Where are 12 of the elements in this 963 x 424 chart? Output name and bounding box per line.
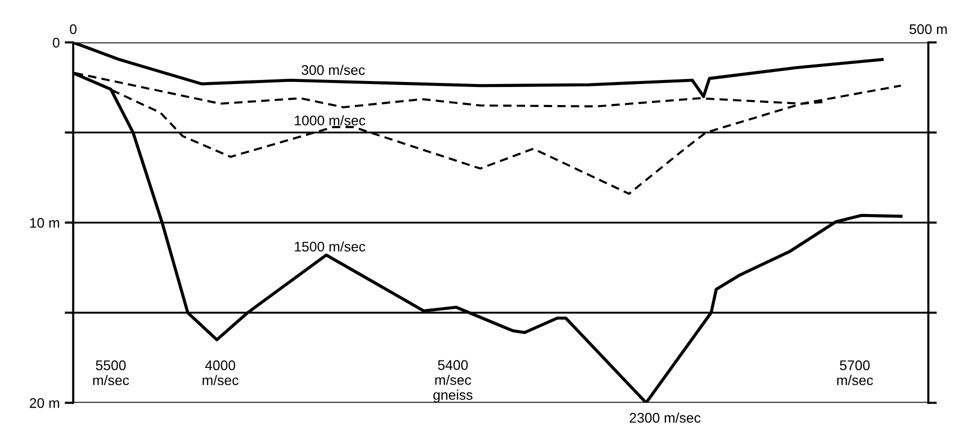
annotation: 5400 m/sec gneiss (433, 360, 472, 403)
annotation: 1000 m/sec (294, 115, 366, 126)
x-tick-label: 500 m (910, 24, 947, 34)
annotation: 1500 m/sec (294, 241, 366, 252)
annotation: 5500 m/sec (93, 360, 129, 386)
annotation: 4000 m/sec (202, 360, 238, 386)
y-tick-label: 20 m (30, 398, 60, 408)
y-tick-label: 0 (52, 38, 60, 48)
annotation: 300 m/sec (302, 64, 365, 75)
text: 2300 m/sec (630, 412, 700, 423)
y-tick-label: 10 m (30, 218, 60, 228)
annotation: 5700 m/sec (837, 360, 873, 386)
